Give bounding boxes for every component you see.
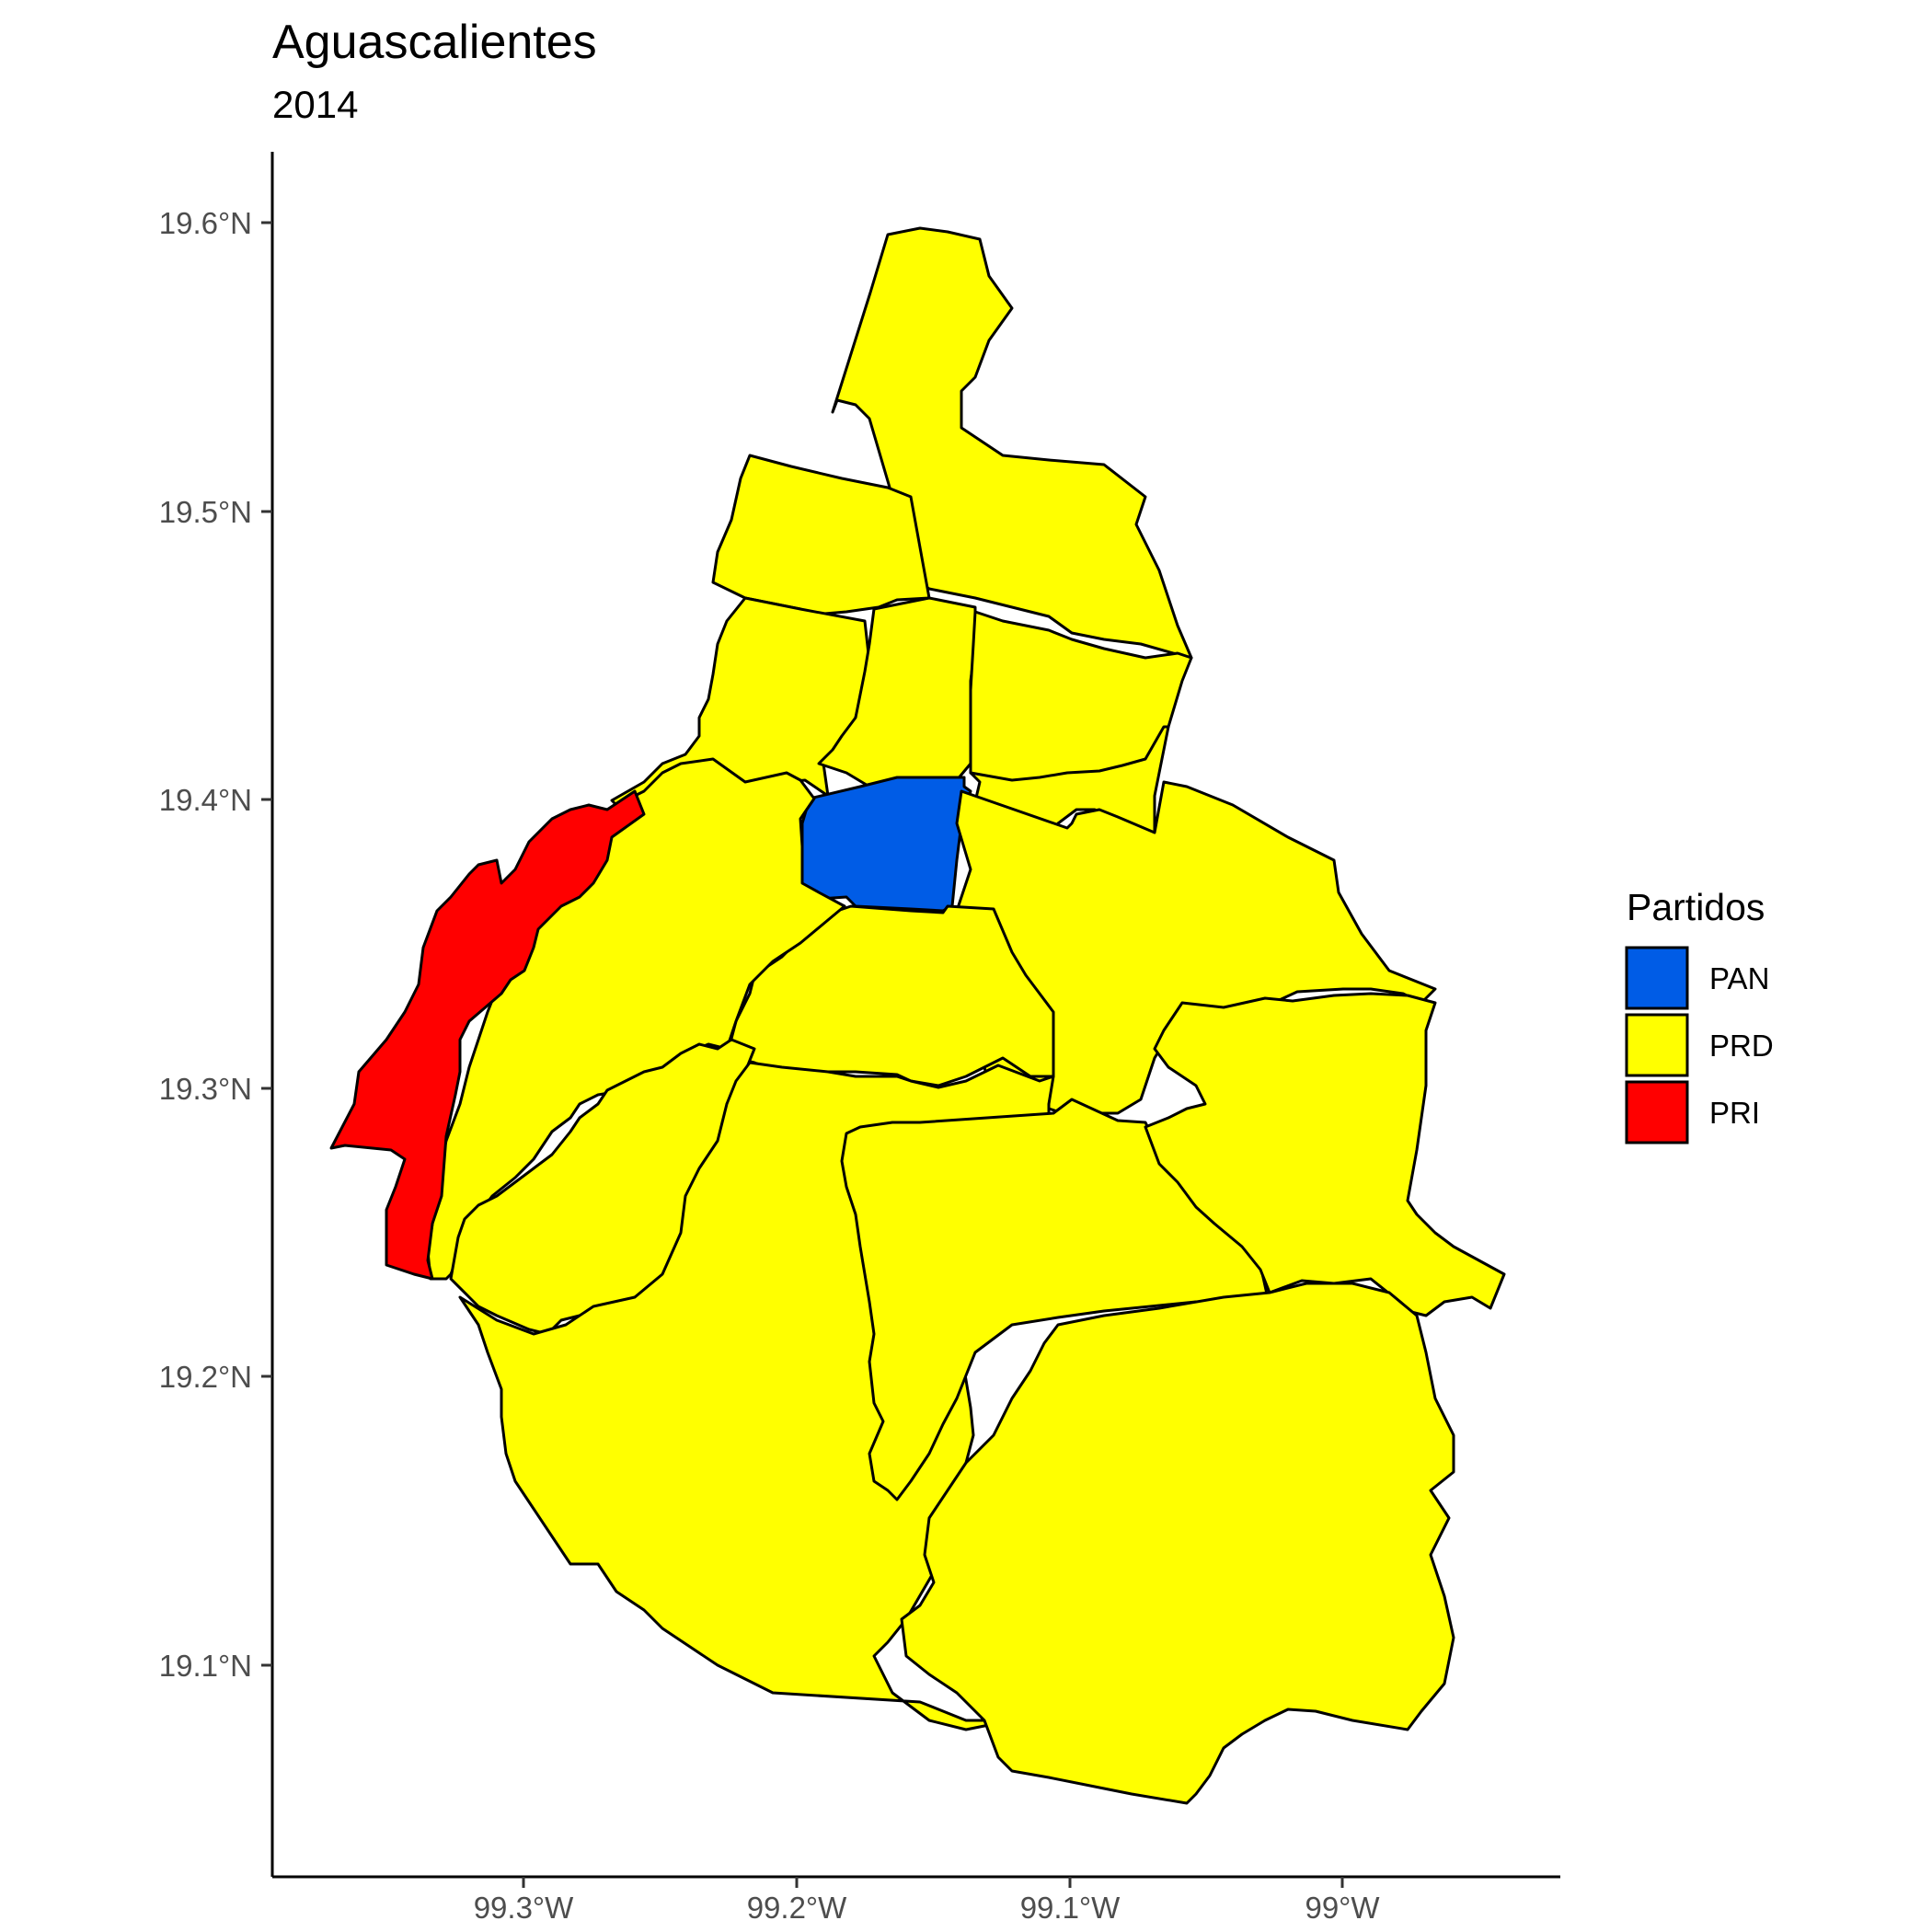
y-tick-label: 19.4°N [159,783,252,817]
x-tick-label: 99°W [1305,1891,1380,1925]
axes [270,152,1560,1879]
region-benito-juarez[interactable] [799,776,972,913]
region-milpa-alta[interactable] [900,1282,1455,1805]
legend-label-pan: PAN [1709,961,1769,995]
x-tick-label: 99.3°W [474,1891,574,1925]
legend-key-pan [1625,946,1689,1010]
legend: Partidos PAN PRD PRI [1625,886,1774,1144]
legend-key-prd [1625,1013,1689,1077]
y-axis-ticks: 19.6°N 19.5°N 19.4°N 19.3°N 19.2°N 19.1°N [159,206,272,1683]
x-tick-label: 99.2°W [747,1891,847,1925]
region-alvaro-obregon[interactable] [426,757,846,1281]
x-tick-label: 99.1°W [1020,1891,1121,1925]
legend-title: Partidos [1627,886,1765,928]
y-tick-label: 19.5°N [159,495,252,529]
legend-label-pri: PRI [1709,1096,1760,1130]
region-cuajimalpa[interactable] [329,789,646,1281]
y-tick-label: 19.6°N [159,206,252,240]
y-tick-label: 19.2°N [159,1360,252,1394]
region-azcapotzalco[interactable] [711,454,931,616]
x-axis-ticks: 99.3°W 99.2°W 99.1°W 99°W [474,1877,1380,1925]
map-regions [329,226,1506,1805]
y-tick-label: 19.1°N [159,1649,252,1683]
legend-label-prd: PRD [1709,1029,1774,1063]
map-subtitle: 2014 [272,83,359,126]
legend-key-pri [1625,1080,1689,1144]
y-tick-label: 19.3°N [159,1072,252,1106]
map-title: Aguascalientes [272,16,597,69]
